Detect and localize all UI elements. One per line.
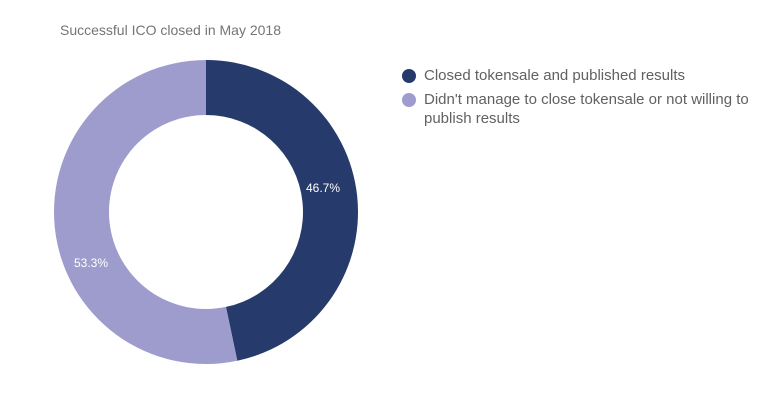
slice-label-not-closed: 53.3% bbox=[74, 256, 108, 270]
legend-item-not-closed[interactable]: Didn't manage to close tokensale or not … bbox=[402, 90, 752, 128]
legend-swatch-icon bbox=[402, 93, 416, 107]
donut-slice-1[interactable] bbox=[53, 60, 238, 364]
slice-label-closed: 46.7% bbox=[306, 181, 340, 195]
legend-label: Didn't manage to close tokensale or not … bbox=[424, 91, 749, 127]
legend-swatch-icon bbox=[402, 69, 416, 83]
donut-slice-0[interactable] bbox=[206, 60, 358, 361]
donut-slices bbox=[53, 60, 358, 364]
chart-title: Successful ICO closed in May 2018 bbox=[60, 22, 281, 38]
legend: Closed tokensale and published results D… bbox=[402, 66, 752, 133]
legend-item-closed[interactable]: Closed tokensale and published results bbox=[402, 66, 752, 85]
legend-label: Closed tokensale and published results bbox=[424, 67, 685, 84]
